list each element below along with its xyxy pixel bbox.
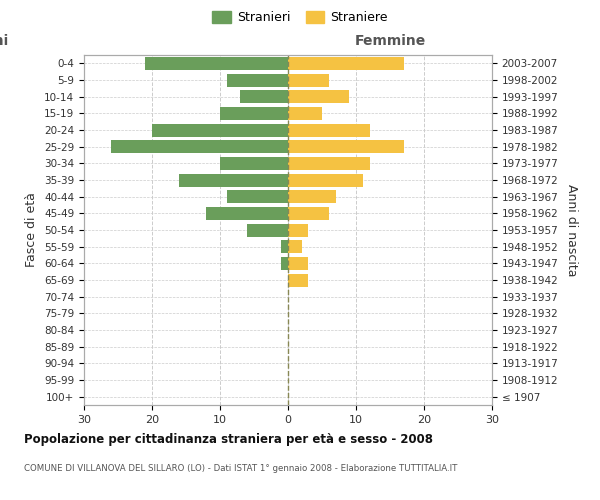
Bar (288, 157, 370, 170)
Bar (288, 90, 349, 103)
Bar (227, 190, 288, 203)
Text: Maschi: Maschi (0, 34, 9, 48)
Bar (288, 74, 329, 86)
Bar (288, 224, 308, 236)
Text: Popolazione per cittadinanza straniera per età e sesso - 2008: Popolazione per cittadinanza straniera p… (24, 432, 433, 446)
Bar (288, 107, 322, 120)
Bar (288, 57, 404, 70)
Y-axis label: Fasce di età: Fasce di età (25, 192, 38, 268)
Legend: Stranieri, Straniere: Stranieri, Straniere (207, 6, 393, 29)
Bar (152, 124, 288, 136)
Bar (288, 140, 404, 153)
Bar (241, 90, 288, 103)
Bar (220, 157, 288, 170)
Bar (111, 140, 288, 153)
Bar (247, 224, 288, 236)
Bar (288, 274, 308, 286)
Bar (288, 190, 335, 203)
Text: COMUNE DI VILLANOVA DEL SILLARO (LO) - Dati ISTAT 1° gennaio 2008 - Elaborazione: COMUNE DI VILLANOVA DEL SILLARO (LO) - D… (24, 464, 457, 473)
Bar (145, 57, 288, 70)
Bar (288, 207, 329, 220)
Bar (288, 174, 363, 186)
Bar (179, 174, 288, 186)
Bar (227, 74, 288, 86)
Bar (288, 240, 302, 253)
Bar (281, 257, 288, 270)
Y-axis label: Anni di nascita: Anni di nascita (565, 184, 578, 276)
Bar (281, 240, 288, 253)
Text: Femmine: Femmine (355, 34, 425, 48)
Bar (220, 107, 288, 120)
Bar (288, 124, 370, 136)
Bar (288, 257, 308, 270)
Bar (206, 207, 288, 220)
